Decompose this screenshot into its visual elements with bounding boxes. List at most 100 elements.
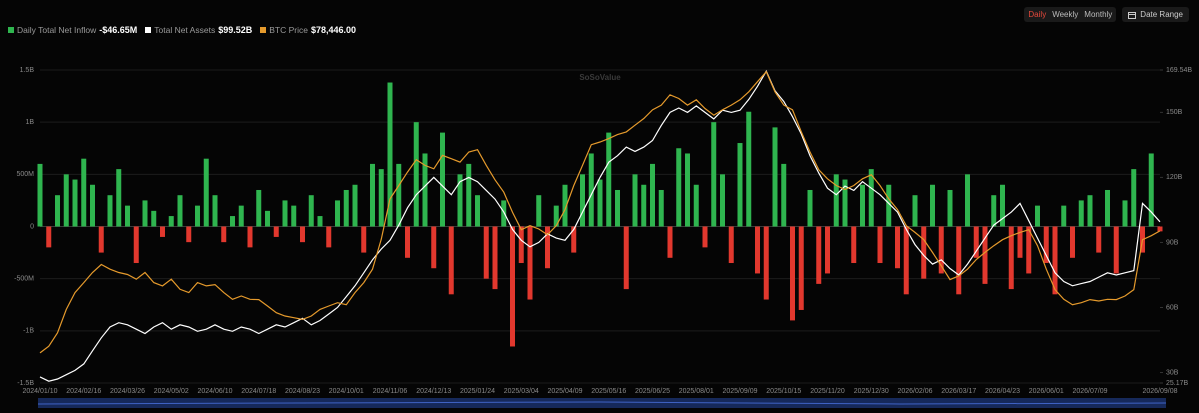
bar: [116, 169, 122, 227]
bar: [825, 226, 830, 274]
bar: [72, 179, 78, 227]
bar: [833, 174, 839, 227]
bar: [755, 226, 760, 274]
legend-item: Daily Total Net Inflow -$46.65M: [8, 25, 137, 35]
bar: [956, 226, 962, 295]
y2-tick-label: 169.54B: [1166, 67, 1192, 74]
date-range-button[interactable]: Date Range: [1122, 7, 1189, 22]
y2-tick-label: 90B: [1166, 239, 1179, 246]
bar: [90, 184, 95, 227]
y-tick-label: -1B: [23, 328, 34, 335]
bar: [361, 226, 367, 253]
bar: [903, 226, 909, 295]
y-tick-label: 500M: [16, 171, 34, 178]
y-tick-label: 1.5B: [20, 67, 35, 74]
x-tick-label: 2024/05/02: [154, 388, 189, 395]
bar: [1122, 200, 1128, 227]
navigator[interactable]: [38, 398, 1166, 408]
bar: [1026, 226, 1032, 274]
bar: [282, 200, 288, 227]
bar: [982, 226, 988, 284]
x-tick-label: 2025/01/24: [460, 388, 495, 395]
bar: [317, 216, 323, 227]
bar: [895, 226, 900, 269]
bar: [728, 226, 734, 264]
bar: [702, 226, 708, 248]
interval-tab[interactable]: Weekly: [1052, 10, 1079, 19]
legend: Daily Total Net Inflow -$46.65M Total Net …: [8, 25, 356, 35]
x-tick-label: 2025/11/20: [810, 388, 845, 395]
x-tick-label: 2025/03/04: [504, 388, 539, 395]
y-tick-label: 0: [30, 223, 34, 230]
bar: [203, 158, 209, 227]
x-tick-label: 2025/12/30: [854, 388, 889, 395]
bar: [632, 174, 638, 227]
x-tick-label: 2026/04/23: [985, 388, 1020, 395]
bar: [991, 195, 997, 227]
x-tick-label: 2026/02/06: [897, 388, 932, 395]
bar: [737, 143, 743, 227]
bar: [501, 200, 507, 227]
bar: [212, 195, 218, 227]
bar: [98, 226, 104, 253]
bar: [475, 195, 480, 227]
y2-tick-label: 25.17B: [1166, 380, 1189, 387]
x-tick-label: 2025/04/09: [547, 388, 582, 395]
bar: [133, 226, 139, 264]
bar: [597, 179, 603, 227]
bar: [1043, 226, 1049, 264]
bar: [580, 174, 585, 227]
bar: [588, 153, 594, 227]
x-tick-label: 2025/08/01: [679, 388, 714, 395]
bar: [816, 226, 822, 284]
bar: [1017, 226, 1023, 258]
bar: [938, 226, 944, 274]
x-tick-label: 2024/11/06: [373, 388, 408, 395]
bar: [623, 226, 629, 290]
bar: [842, 179, 848, 227]
x-tick-label: 2025/10/15: [766, 388, 801, 395]
x-tick-label: 2025/05/16: [591, 388, 626, 395]
bar: [238, 205, 244, 227]
y2-tick-label: 150B: [1166, 109, 1183, 116]
bar: [877, 226, 883, 264]
interval-tab[interactable]: Daily: [1028, 10, 1047, 19]
bar: [221, 226, 227, 243]
bar: [466, 163, 472, 227]
bar: [107, 195, 113, 227]
bar: [720, 174, 725, 227]
x-tick-label: 2024/10/01: [329, 388, 364, 395]
interval-tab[interactable]: Monthly: [1084, 10, 1113, 19]
bar: [308, 195, 314, 227]
x-tick-label: 2026/09/08: [1142, 388, 1177, 395]
bar: [405, 226, 410, 258]
bar: [1035, 205, 1040, 227]
x-tick-label: 2024/02/16: [66, 388, 101, 395]
bar: [562, 184, 568, 227]
bar: [1131, 169, 1137, 227]
bar: [947, 189, 953, 227]
bar: [195, 205, 200, 227]
bar: [641, 184, 647, 227]
y-tick-label: -1.5B: [17, 380, 34, 387]
y-tick-label: 1B: [25, 119, 34, 126]
legend-value: $99.52B: [218, 25, 253, 35]
x-tick-label: 2024/12/13: [416, 388, 451, 395]
bar: [553, 205, 559, 227]
bar: [650, 163, 655, 227]
bar: [125, 205, 130, 227]
bar: [230, 216, 235, 227]
legend-swatch: [145, 27, 152, 33]
bar: [658, 189, 664, 227]
bar: [667, 226, 673, 258]
bar: [142, 200, 148, 227]
y-tick-label: -500M: [14, 276, 34, 283]
bar: [413, 122, 419, 227]
bar: [1113, 226, 1119, 274]
bar: [921, 226, 927, 279]
bar: [378, 169, 384, 227]
bar: [527, 226, 533, 300]
bar: [273, 226, 279, 237]
line: [39, 70, 1161, 354]
